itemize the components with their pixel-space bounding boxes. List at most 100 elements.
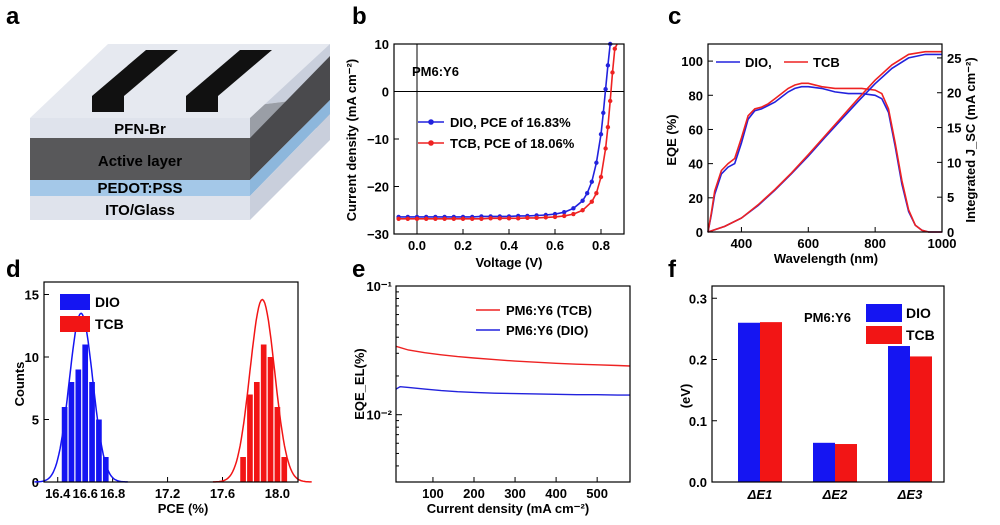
eqe-y2label: Integrated J_SC (mA cm⁻²): [963, 57, 978, 222]
hist-fit-curve-tcb: [212, 298, 312, 483]
label-active-layer: Active layer: [98, 153, 182, 170]
jv-point-tcb: [433, 216, 438, 221]
jv-point-tcb: [603, 146, 608, 151]
jv-point-tcb: [594, 190, 599, 196]
hist-ytick-label: 10: [25, 350, 39, 365]
eqe-xtick-label: 800: [864, 236, 886, 251]
jv-point-dio: [598, 132, 604, 137]
hist-xtick-label: 18.0: [265, 486, 290, 501]
eqeel-plot-frame: [395, 285, 631, 483]
eqe-ytick-label: 0: [696, 225, 703, 240]
eqe-xlabel: Wavelength (nm): [774, 251, 878, 266]
jv-point-dio: [562, 209, 567, 215]
hist-legend-label: TCB: [95, 316, 124, 332]
energy-ylabel: (eV): [678, 384, 693, 409]
active-layer-side: [250, 56, 330, 180]
hist-bar-tcb: [267, 357, 274, 482]
eqeel-ytick-label: 10⁻²: [366, 408, 392, 423]
energy-ytick-label: 0.0: [689, 475, 707, 490]
jv-point-tcb: [610, 70, 615, 75]
label-ito-glass: ITO/Glass: [105, 202, 175, 219]
jv-point-tcb: [396, 216, 401, 221]
eqe-y2tick-label: 10: [947, 155, 961, 170]
jv-point-dio: [603, 86, 608, 92]
panel-e-eqeel-chart: e EQE_EL(%) Current density (mA cm⁻²) 10…: [352, 256, 631, 516]
layer-pfn: [30, 118, 250, 138]
jv-ytick-label: 10: [375, 37, 389, 52]
label-pedot-pss: PEDOT:PSS: [97, 180, 182, 197]
eqe-plot-frame: [707, 43, 943, 233]
eqe-series-line-3: [707, 50, 942, 233]
eqeel-xtick-label: 100: [422, 486, 444, 501]
panel-b-jv-chart: b PM6:Y6 Current density (mA cm⁻²) Volta…: [344, 3, 625, 270]
hist-bar-dio: [102, 457, 109, 482]
hist-bar-dio: [96, 419, 102, 482]
electrode-right-top: [186, 50, 272, 96]
jv-legend-label: DIO, PCE of 16.83%: [450, 115, 571, 130]
panel-c-eqe-chart: c EQE (%) Integrated J_SC (mA cm⁻²) Wave…: [664, 3, 978, 266]
jv-point-tcb: [424, 216, 429, 221]
eqe-y2tick-label: 20: [947, 86, 961, 101]
jv-point-tcb: [612, 46, 617, 51]
panel-label-c: c: [668, 3, 681, 30]
jv-xtick-label: 0.4: [500, 238, 519, 253]
eqe-ytick-label: 40: [689, 157, 703, 172]
hist-bar-tcb: [240, 457, 246, 482]
jv-point-tcb: [516, 216, 521, 221]
energy-plot-frame: [711, 285, 945, 483]
jv-point-tcb: [580, 208, 585, 213]
jv-point-dio: [571, 206, 576, 211]
energy-category-label: ΔE1: [747, 487, 773, 502]
energy-bar-dio: [888, 346, 910, 482]
panel-label-d: d: [6, 256, 21, 283]
hist-bar-tcb: [274, 407, 281, 482]
energy-ytick-label: 0.1: [689, 414, 707, 429]
eqeel-legend-label: PM6:Y6 (TCB): [506, 303, 592, 318]
eqe-series-line-1: [707, 82, 942, 233]
jv-xtick-label: 0.8: [592, 238, 610, 253]
hist-bar-dio: [61, 407, 68, 482]
eqe-y2tick-label: 25: [947, 51, 961, 66]
energy-bar-tcb: [835, 444, 857, 482]
hist-ytick-label: 15: [25, 288, 39, 303]
jv-point-tcb: [497, 216, 502, 221]
electrode-left: [92, 96, 124, 112]
eqe-legend-label-tcb: TCB: [813, 55, 840, 70]
jv-point-tcb: [470, 216, 475, 221]
hist-xtick-label: 17.2: [155, 486, 180, 501]
hist-xtick-label: 17.6: [210, 486, 235, 501]
energy-ytick-label: 0.2: [689, 353, 707, 368]
eqe-y2tick-label: 0: [947, 225, 954, 240]
jv-point-tcb: [405, 216, 410, 221]
hist-bar-tcb: [260, 344, 267, 482]
hist-ytick-label: 5: [32, 413, 39, 428]
eqe-ytick-label: 80: [689, 88, 703, 103]
electrode-right: [186, 96, 218, 112]
jv-point-tcb: [552, 214, 558, 220]
jv-point-dio: [605, 63, 611, 68]
eqe-xtick-label: 400: [731, 236, 753, 251]
eqeel-ylabel: EQE_EL(%): [352, 348, 367, 420]
jv-point-tcb: [605, 124, 611, 130]
jv-point-tcb: [608, 98, 613, 104]
energy-bar-tcb: [760, 322, 782, 482]
panel-label-a: a: [6, 3, 20, 30]
jv-point-dio: [601, 110, 606, 116]
jv-point-tcb: [571, 211, 576, 217]
jv-ylabel: Current density (mA cm⁻²): [344, 59, 359, 221]
jv-point-tcb: [479, 216, 484, 221]
jv-point-tcb: [451, 216, 456, 221]
jv-point-dio: [580, 198, 585, 203]
jv-point-tcb: [525, 215, 530, 221]
jv-point-tcb: [488, 216, 493, 221]
jv-legend-label: TCB, PCE of 18.06%: [450, 136, 575, 151]
hist-fit-curve-dio: [34, 312, 128, 483]
eqe-series-line-0: [707, 85, 942, 233]
jv-xtick-label: 0.0: [408, 238, 426, 253]
hist-bar-dio: [68, 382, 75, 482]
eqeel-xtick-label: 300: [504, 486, 526, 501]
jv-point-tcb: [460, 216, 466, 221]
eqeel-xlabel: Current density (mA cm⁻²): [427, 501, 589, 516]
jv-point-dio: [594, 160, 599, 165]
